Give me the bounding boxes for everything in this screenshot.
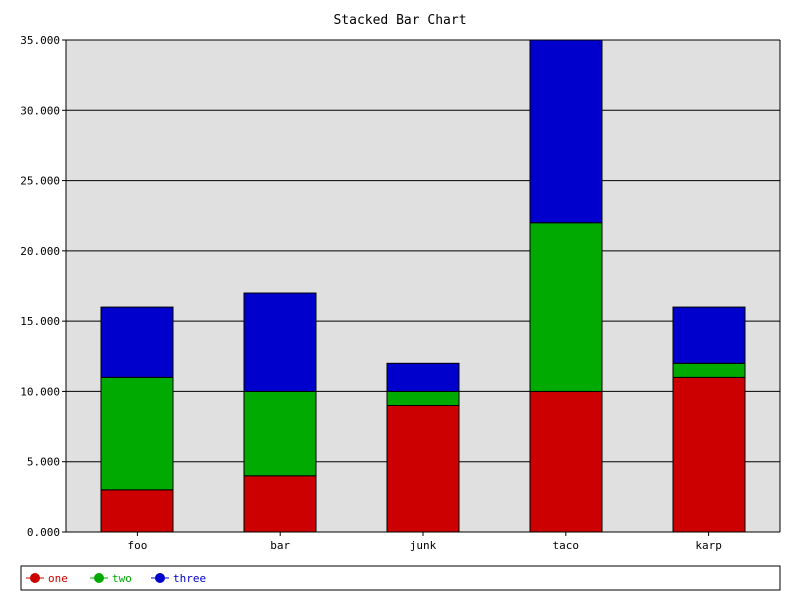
bar-bar-two: [243, 390, 317, 477]
bar-junk-two: [386, 390, 460, 406]
y-tick-label: 20.000: [20, 245, 60, 258]
x-tick-label: foo: [127, 539, 147, 552]
x-tick-label: taco: [553, 539, 580, 552]
y-tick-label: 30.000: [20, 104, 60, 117]
legend-marker-three: [155, 573, 165, 583]
legend-marker-one: [30, 573, 40, 583]
y-tick-label: 15.000: [20, 315, 60, 328]
bar-bar-three: [243, 292, 317, 392]
x-axis-tick-labels: foo bar junk taco karp: [127, 532, 722, 552]
grid-lines: [62, 39, 781, 533]
legend-box: [20, 565, 781, 591]
y-tick-label: 0.000: [27, 526, 60, 539]
x-tick-label: junk: [410, 539, 437, 552]
y-axis-tick-labels: 0.000 5.000 10.000 15.000 20.000 25.000 30.000…: [20, 34, 60, 539]
legend-label-three: three: [173, 572, 206, 585]
bar-junk-one: [386, 404, 460, 533]
bar-bar-one: [243, 475, 317, 533]
legend-marker-two: [94, 573, 104, 583]
x-tick-label: bar: [270, 539, 290, 552]
bar-taco-two: [529, 222, 603, 392]
chart-title: Stacked Bar Chart: [333, 13, 466, 28]
y-tick-label: 5.000: [27, 456, 60, 469]
bar-karp-one: [672, 376, 746, 533]
bar-foo-three: [100, 306, 174, 378]
bar-foo-two: [100, 376, 174, 491]
bars: [100, 39, 746, 533]
legend-label-two: two: [112, 572, 132, 585]
y-tick-label: 35.000: [20, 34, 60, 47]
bar-foo-one: [100, 489, 174, 533]
bar-karp-three: [672, 306, 746, 364]
bar-junk-three: [386, 362, 460, 392]
y-tick-label: 25.000: [20, 175, 60, 188]
legend: one two three: [26, 572, 206, 585]
legend-label-one: one: [48, 572, 68, 585]
bar-taco-one: [529, 390, 603, 533]
y-tick-label: 10.000: [20, 385, 60, 398]
bar-taco-three: [529, 39, 603, 224]
bar-karp-two: [672, 362, 746, 378]
x-tick-label: karp: [695, 539, 722, 552]
